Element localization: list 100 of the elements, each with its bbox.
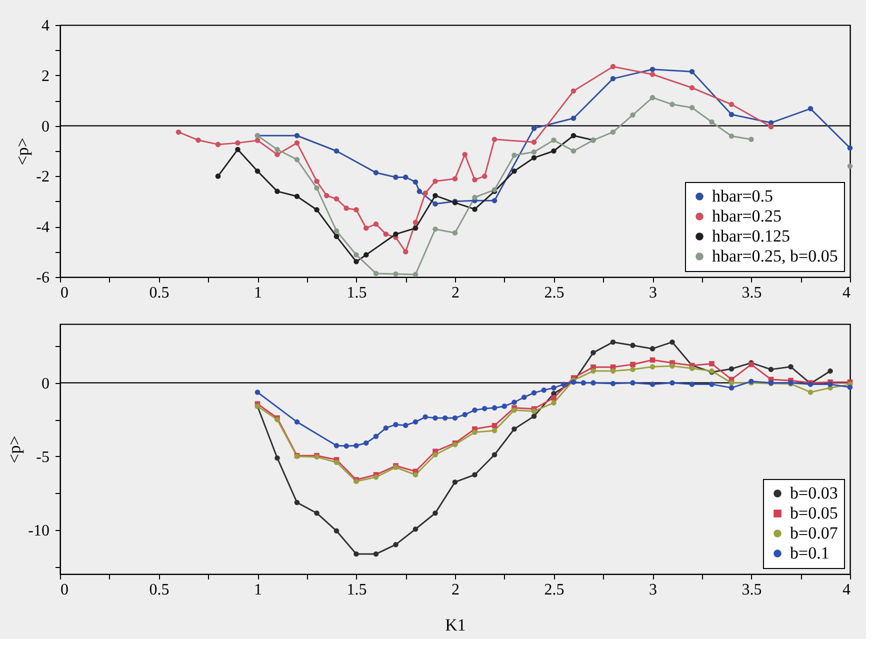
point bbox=[373, 221, 379, 227]
point bbox=[650, 66, 656, 72]
point bbox=[610, 64, 616, 70]
point bbox=[314, 510, 320, 516]
point bbox=[531, 140, 537, 145]
point bbox=[393, 271, 398, 277]
y-tick-label: -4 bbox=[36, 219, 50, 236]
point bbox=[432, 192, 438, 198]
point bbox=[334, 528, 340, 534]
point bbox=[254, 168, 260, 174]
x-tick-label: 4 bbox=[842, 582, 850, 598]
point bbox=[512, 400, 517, 405]
point bbox=[670, 380, 675, 386]
point bbox=[630, 362, 636, 368]
x-tick-label: 3.5 bbox=[742, 582, 762, 598]
point bbox=[354, 551, 359, 557]
point bbox=[590, 368, 596, 374]
point bbox=[728, 102, 734, 108]
x-tick-label: 0 bbox=[60, 284, 68, 302]
point bbox=[709, 361, 714, 366]
point bbox=[462, 412, 468, 418]
point bbox=[432, 415, 438, 421]
x-tick-label: 2.5 bbox=[544, 284, 564, 302]
point bbox=[176, 129, 182, 135]
point bbox=[472, 472, 478, 478]
point bbox=[373, 551, 379, 557]
y-tick-label: 0 bbox=[42, 375, 50, 392]
point bbox=[570, 88, 576, 94]
point bbox=[610, 339, 616, 345]
point bbox=[373, 270, 379, 276]
legend-label: hbar=0.25 bbox=[712, 206, 782, 226]
x-tick-label: 0.5 bbox=[149, 284, 170, 302]
point bbox=[472, 177, 478, 182]
point bbox=[432, 226, 438, 232]
point bbox=[254, 138, 260, 144]
point bbox=[452, 230, 458, 236]
point bbox=[788, 364, 794, 370]
point bbox=[402, 174, 408, 180]
point bbox=[432, 452, 438, 458]
point bbox=[728, 385, 734, 390]
point bbox=[728, 112, 734, 118]
point bbox=[354, 252, 359, 258]
point bbox=[383, 232, 389, 237]
point bbox=[274, 455, 280, 461]
point bbox=[373, 170, 379, 176]
legend-label: b=0.1 bbox=[790, 544, 830, 562]
point bbox=[768, 366, 774, 372]
point bbox=[590, 380, 596, 386]
point bbox=[452, 176, 458, 182]
y-tick-label: 0 bbox=[42, 118, 50, 136]
point bbox=[580, 380, 586, 386]
point bbox=[196, 138, 201, 143]
point bbox=[363, 440, 369, 446]
point bbox=[472, 194, 478, 200]
point bbox=[492, 452, 498, 458]
legend-label: b=0.07 bbox=[790, 524, 838, 542]
point bbox=[393, 542, 398, 548]
point bbox=[689, 68, 695, 74]
point bbox=[492, 422, 498, 428]
point bbox=[670, 363, 675, 369]
point bbox=[531, 390, 537, 396]
point bbox=[402, 422, 408, 428]
point bbox=[334, 228, 340, 234]
point bbox=[344, 443, 350, 449]
x-tick-label: 2 bbox=[452, 582, 460, 598]
point bbox=[551, 395, 556, 400]
point bbox=[847, 163, 853, 169]
legend-label: hbar=0.5 bbox=[712, 186, 774, 206]
point bbox=[650, 346, 656, 352]
point bbox=[630, 380, 636, 386]
point bbox=[610, 76, 616, 82]
point bbox=[254, 390, 260, 395]
x-tick-label: 2 bbox=[452, 284, 460, 302]
point bbox=[512, 168, 517, 174]
point bbox=[472, 206, 478, 212]
point bbox=[354, 207, 359, 212]
point bbox=[531, 414, 537, 419]
point bbox=[650, 364, 656, 370]
point bbox=[314, 178, 320, 184]
point bbox=[344, 206, 350, 211]
point bbox=[294, 194, 300, 199]
point bbox=[610, 129, 616, 135]
point bbox=[541, 388, 547, 393]
point bbox=[808, 390, 814, 395]
point bbox=[531, 155, 537, 160]
point bbox=[512, 152, 517, 158]
point bbox=[728, 380, 734, 386]
point bbox=[650, 72, 656, 78]
point bbox=[847, 145, 853, 151]
point bbox=[531, 408, 537, 414]
point bbox=[728, 366, 734, 372]
point bbox=[610, 380, 616, 386]
point bbox=[416, 188, 422, 194]
point bbox=[274, 146, 280, 152]
point bbox=[412, 419, 418, 425]
point bbox=[442, 415, 448, 421]
point bbox=[412, 220, 418, 225]
y-tick-label: -5 bbox=[36, 448, 50, 466]
point bbox=[828, 368, 833, 374]
point bbox=[482, 406, 488, 412]
